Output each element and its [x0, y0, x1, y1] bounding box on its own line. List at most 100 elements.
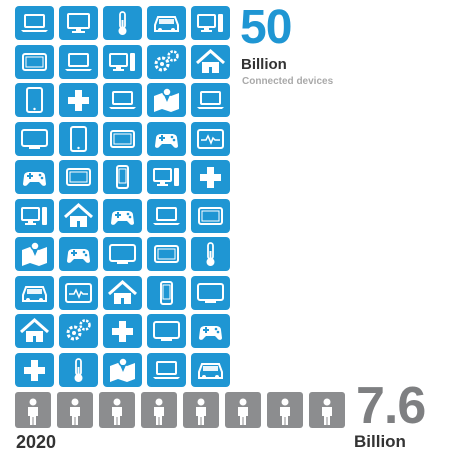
- year-label: 2020: [16, 432, 57, 452]
- home-icon: [20, 317, 49, 342]
- desktop-pc-icon: [21, 206, 47, 225]
- device-tile: [59, 237, 98, 271]
- person-tile: [57, 392, 93, 428]
- person-tile: [15, 392, 51, 428]
- laptop-icon: [153, 360, 180, 379]
- gamepad-icon: [199, 326, 222, 340]
- device-tile: [191, 44, 230, 79]
- device-tile: [59, 160, 98, 194]
- device-tile: [103, 160, 142, 194]
- tablet-landscape-icon: [66, 168, 91, 186]
- device-tile: [147, 83, 186, 117]
- home-icon: [108, 279, 137, 304]
- device-tile: [59, 314, 98, 348]
- tablet-icon: [70, 125, 87, 152]
- device-tile: [59, 275, 98, 310]
- heart-monitor-icon: [65, 282, 92, 303]
- person-icon: [112, 398, 122, 425]
- device-tile: [15, 198, 54, 233]
- car-icon: [22, 285, 47, 302]
- device-tile: [15, 44, 54, 79]
- location-map-icon: [154, 87, 179, 112]
- gamepad-icon: [155, 133, 178, 148]
- person-tile: [267, 392, 303, 428]
- device-tile: [147, 121, 186, 156]
- device-tile: [191, 83, 230, 117]
- medical-cross-icon: [24, 359, 45, 381]
- monitor-icon: [67, 13, 90, 33]
- medical-cross-icon: [112, 321, 133, 342]
- device-tile: [15, 352, 54, 387]
- phone-icon: [116, 165, 129, 189]
- device-tile: [59, 6, 98, 40]
- person-icon: [28, 398, 38, 425]
- device-tile: [147, 352, 186, 387]
- device-tile: [15, 314, 54, 348]
- device-tile: [103, 198, 142, 233]
- device-tile: [191, 314, 230, 348]
- device-tile: [103, 121, 142, 156]
- device-tile: [147, 198, 186, 233]
- device-tile: [147, 237, 186, 271]
- gamepad-icon: [111, 210, 134, 225]
- tv-icon: [109, 244, 136, 264]
- device-tile: [191, 275, 230, 310]
- device-tile: [191, 160, 230, 194]
- tv-icon: [197, 282, 224, 303]
- thermometer-icon: [74, 357, 83, 382]
- device-tile: [59, 198, 98, 233]
- device-tile: [59, 83, 98, 117]
- device-tile: [147, 44, 186, 79]
- device-tile: [15, 6, 54, 40]
- person-tile: [141, 392, 177, 428]
- device-tile: [103, 352, 142, 387]
- gamepad-icon: [23, 172, 46, 186]
- tv-icon: [21, 128, 48, 149]
- location-map-icon: [110, 356, 135, 382]
- desktop-pc-icon: [153, 168, 179, 186]
- person-tile: [309, 392, 345, 428]
- person-icon: [196, 398, 206, 425]
- heart-monitor-icon: [197, 128, 224, 149]
- tv-icon: [153, 321, 180, 341]
- laptop-icon: [21, 14, 48, 32]
- device-icon-grid: [15, 6, 231, 390]
- location-map-icon: [22, 241, 47, 266]
- thermometer-icon: [118, 11, 127, 35]
- person-icon-row: [15, 392, 350, 428]
- car-icon: [198, 362, 223, 379]
- device-tile: [15, 121, 54, 156]
- person-icon: [238, 398, 248, 425]
- tablet-landscape-icon: [154, 245, 179, 263]
- home-icon: [196, 48, 225, 73]
- person-icon: [70, 398, 80, 425]
- tablet-landscape-icon: [110, 129, 135, 148]
- devices-unit: Billion: [241, 56, 287, 73]
- device-tile: [15, 237, 54, 271]
- home-icon: [64, 202, 93, 227]
- device-tile: [103, 44, 142, 79]
- laptop-icon: [197, 91, 224, 109]
- gamepad-icon: [67, 249, 90, 263]
- gears-icon: [66, 319, 91, 341]
- desktop-pc-icon: [197, 14, 223, 32]
- person-icon: [280, 398, 290, 425]
- device-tile: [103, 314, 142, 348]
- person-tile: [225, 392, 261, 428]
- device-tile: [103, 275, 142, 310]
- device-tile: [147, 160, 186, 194]
- medical-cross-icon: [68, 90, 89, 111]
- laptop-icon: [65, 52, 92, 71]
- people-number: 7.6: [356, 377, 426, 435]
- device-tile: [103, 83, 142, 117]
- device-tile: [103, 237, 142, 271]
- device-tile: [15, 83, 54, 117]
- tablet-landscape-icon: [198, 206, 223, 225]
- devices-number: 50: [240, 1, 292, 54]
- tablet-icon: [26, 87, 43, 113]
- phone-icon: [160, 280, 173, 305]
- device-tile: [191, 352, 230, 387]
- device-tile: [191, 6, 230, 40]
- person-icon: [322, 398, 332, 425]
- person-tile: [183, 392, 219, 428]
